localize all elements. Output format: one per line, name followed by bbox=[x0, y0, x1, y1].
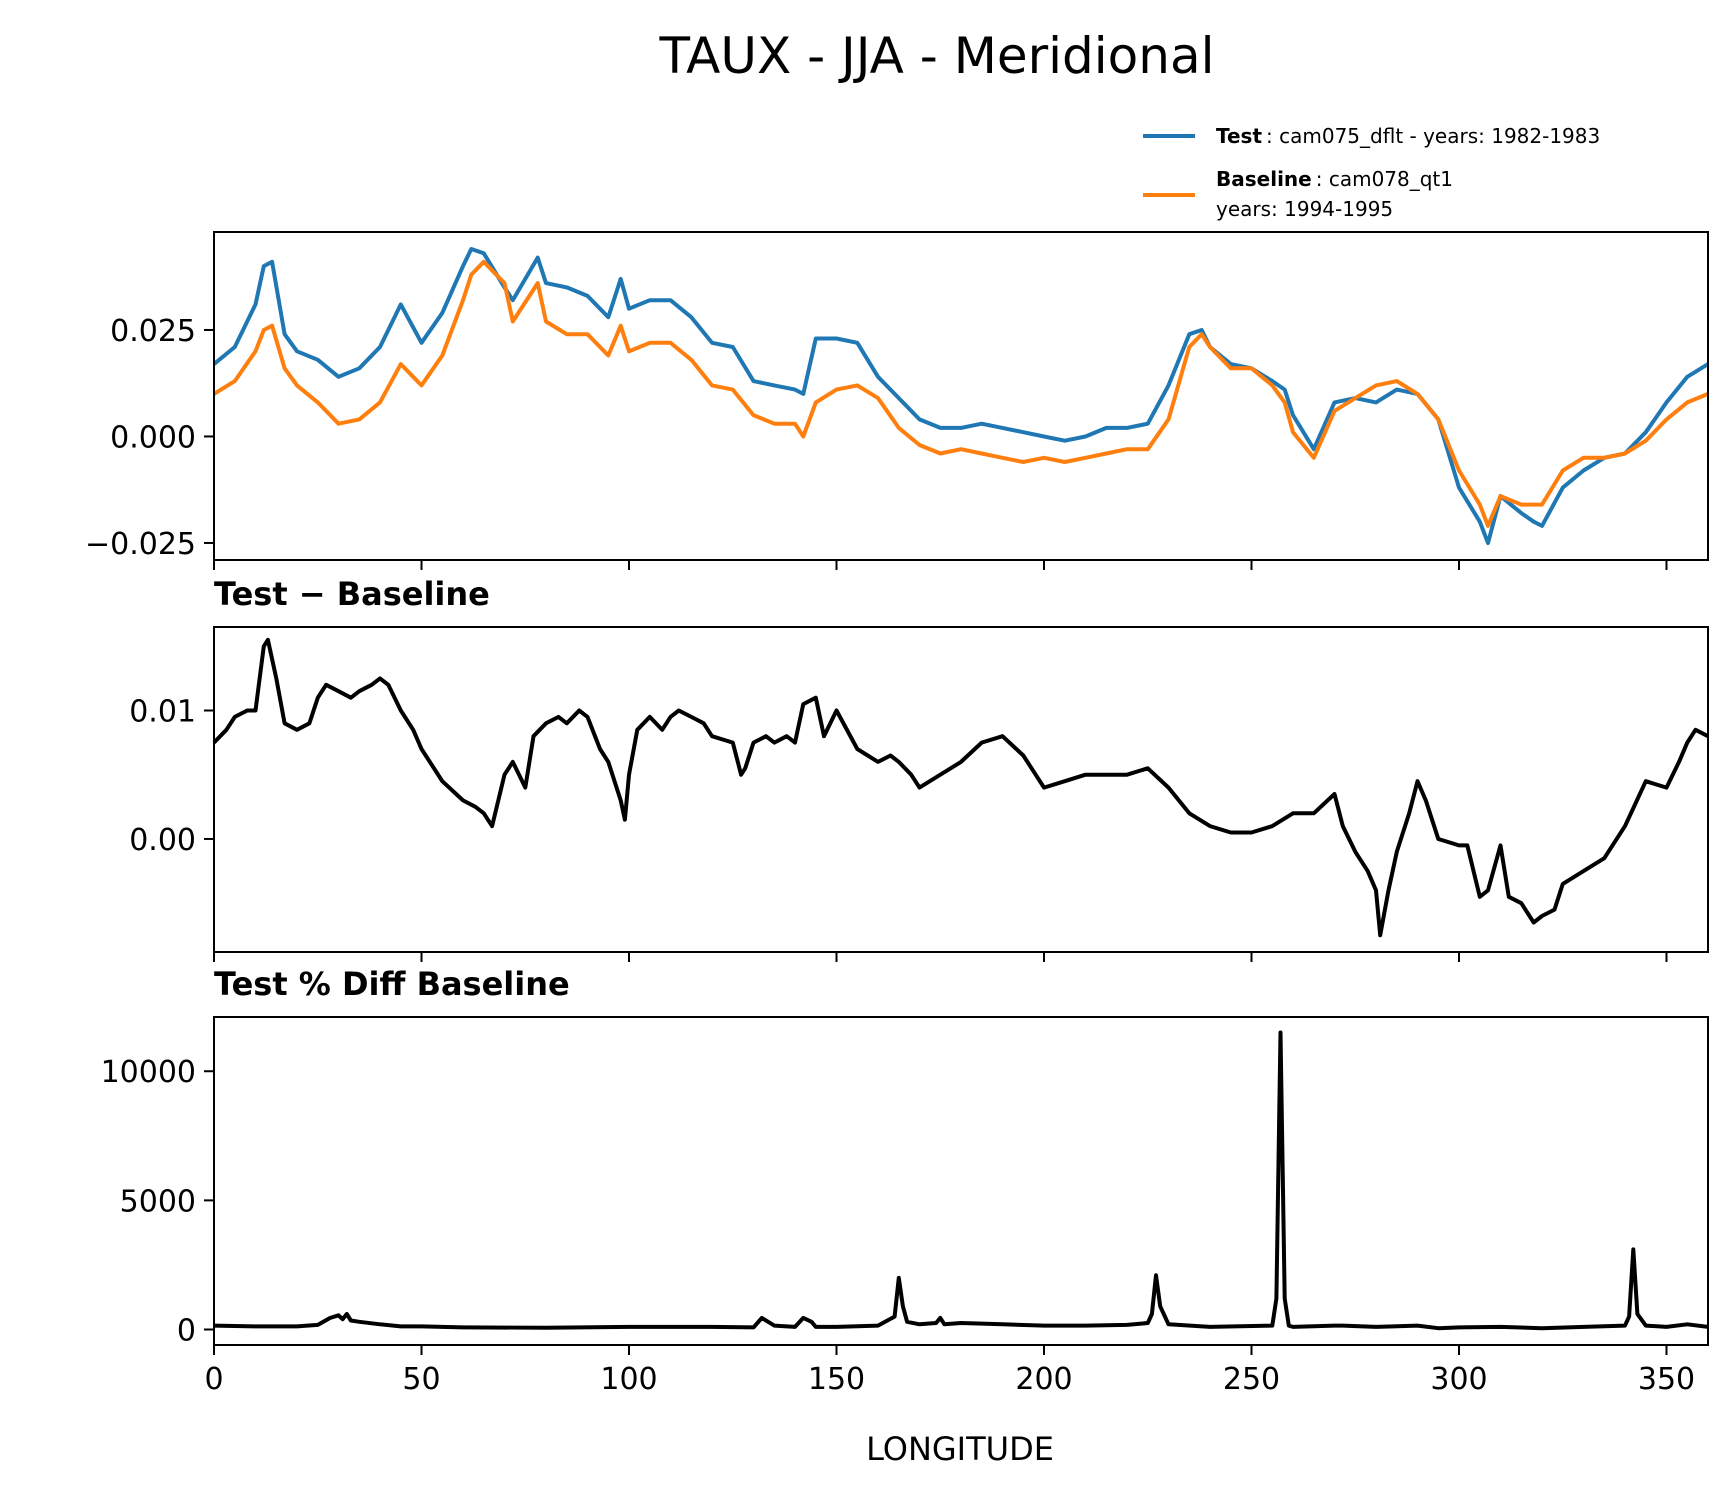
y-tick-label-diff-1: 0.01 bbox=[129, 694, 196, 729]
series-line-top-0 bbox=[212, 247, 1710, 545]
panel-title-pct: Test % Diff Baseline bbox=[214, 965, 570, 1003]
y-tick-label-pct-0: 0 bbox=[177, 1314, 196, 1349]
panel-title-diff: Test − Baseline bbox=[214, 575, 490, 613]
y-tick-label-top-0: −0.025 bbox=[85, 527, 196, 562]
y-tick-label-pct-1: 5000 bbox=[120, 1184, 196, 1219]
panel-top: −0.025 0.000 0.025 bbox=[85, 231, 1710, 570]
legend-test-bold: Test bbox=[1216, 124, 1262, 148]
figure-title: TAUX - JJA - Meridional bbox=[659, 27, 1215, 85]
series-line-pct-0 bbox=[213, 1030, 1709, 1331]
x-tick-label-6: 300 bbox=[1430, 1362, 1487, 1397]
svg-text:Baseline: cam078_qt1: Baseline: cam078_qt1 bbox=[1216, 167, 1453, 191]
x-tick-label-0: 0 bbox=[204, 1362, 223, 1397]
panel-pct: 0 5000 10000 0 50 100 150 200 250 300 350 Test % Di… bbox=[101, 965, 1709, 1397]
legend-test-text: : cam075_dflt - years: 1982-1983 bbox=[1266, 124, 1600, 148]
svg-text:Test: cam075_dflt - years: 198: Test: cam075_dflt - years: 1982-1983 bbox=[1216, 124, 1600, 148]
plot-frame-pct bbox=[213, 1016, 1709, 1346]
plot-frame-diff bbox=[213, 626, 1709, 953]
series-line-diff-0 bbox=[212, 637, 1709, 938]
panel-diff: 0.00 0.01 Test − Baseline bbox=[129, 575, 1709, 962]
x-tick-label-7: 350 bbox=[1638, 1362, 1695, 1397]
x-tick-label-5: 250 bbox=[1223, 1362, 1280, 1397]
x-tick-label-2: 100 bbox=[600, 1362, 657, 1397]
series-line-top-1 bbox=[212, 259, 1709, 528]
y-tick-label-pct-2: 10000 bbox=[101, 1055, 196, 1090]
plot-frame-top bbox=[213, 231, 1709, 561]
y-tick-label-top-1: 0.000 bbox=[110, 420, 196, 455]
x-tick-label-3: 150 bbox=[808, 1362, 865, 1397]
y-tick-label-top-2: 0.025 bbox=[110, 314, 196, 349]
legend-baseline-years: years: 1994-1995 bbox=[1216, 197, 1393, 221]
x-tick-label-4: 200 bbox=[1015, 1362, 1072, 1397]
legend: Test: cam075_dflt - years: 1982-1983 Bas… bbox=[1143, 124, 1600, 221]
y-tick-label-diff-0: 0.00 bbox=[129, 823, 196, 858]
legend-baseline-bold: Baseline bbox=[1216, 167, 1312, 191]
x-tick-label-1: 50 bbox=[402, 1362, 440, 1397]
legend-baseline-text: : cam078_qt1 bbox=[1316, 167, 1453, 191]
x-axis-label: LONGITUDE bbox=[866, 1430, 1054, 1468]
